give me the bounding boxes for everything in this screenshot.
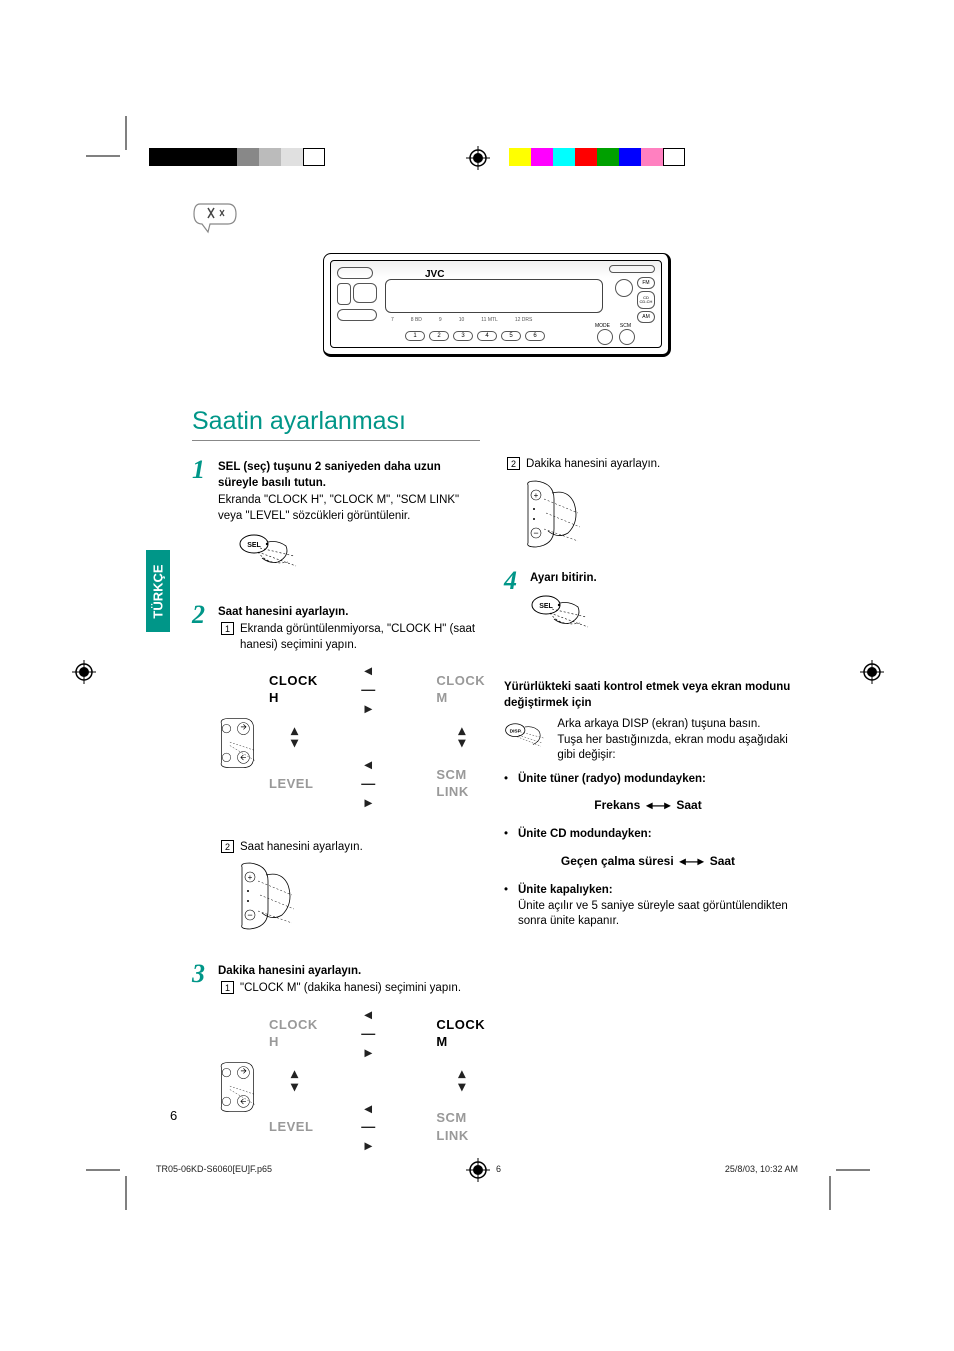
device-top-left-btn bbox=[337, 267, 373, 279]
step-number: 2 bbox=[192, 602, 218, 951]
device-preset-row: 1 2 3 4 5 6 bbox=[405, 331, 545, 341]
language-tab: TÜRKÇE bbox=[146, 550, 170, 632]
registration-mark-top bbox=[466, 146, 490, 170]
crop-mark-br bbox=[818, 1158, 870, 1210]
step-1: 1 SEL (seç) tuşunu 2 saniyeden daha uzun… bbox=[192, 457, 480, 592]
step-3: 3 Dakika hanesini ayarlayın. 1 "CLOCK M"… bbox=[192, 961, 480, 1170]
device-scm-knob bbox=[619, 329, 635, 345]
plusminus-icon: +− bbox=[524, 479, 792, 555]
device-fm-btn: FM bbox=[637, 277, 655, 289]
device-mode-label: MODE bbox=[595, 323, 610, 329]
substep-number: 1 bbox=[221, 622, 234, 635]
footer-file: TR05-06KD-S6060[EU]F.p65 bbox=[156, 1164, 272, 1174]
car-stereo-illustration: JVC 78 BD91011 MTL12 DRS 1 2 3 4 5 6 FM … bbox=[323, 253, 671, 357]
device-mode-knob bbox=[597, 329, 613, 345]
printer-color-bar-gray bbox=[149, 148, 325, 166]
nav-diagram-1: CLOCK H◂—▸CLOCK M ▴▾▴▾ LEVEL◂—▸SCM LINK bbox=[269, 661, 487, 812]
device-left-btn bbox=[353, 283, 377, 303]
check-heading: Yürürlükteki saati kontrol etmek veya ek… bbox=[504, 680, 792, 711]
disp-text-1: Arka arkaya DISP (ekran) tuşuna basın. bbox=[557, 717, 792, 733]
device-screen bbox=[385, 279, 603, 313]
svg-text:SEL: SEL bbox=[247, 542, 261, 549]
step-head: SEL (seç) tuşunu 2 saniyeden daha uzun s… bbox=[218, 460, 480, 491]
mode-line-1: Frekans◂—▸Saat bbox=[504, 797, 792, 813]
substep-number: 1 bbox=[221, 981, 234, 994]
dpad-icon bbox=[218, 1056, 257, 1118]
device-am-btn: AM bbox=[637, 311, 655, 323]
page-content: JVC 78 BD91011 MTL12 DRS 1 2 3 4 5 6 FM … bbox=[192, 200, 802, 1179]
disp-button-icon: DISP bbox=[504, 717, 547, 753]
substep-text: "CLOCK M" (dakika hanesi) seçimini yapın… bbox=[240, 981, 461, 997]
disp-row: DISP Arka arkaya DISP (ekran) tuşuna bas… bbox=[504, 717, 792, 764]
svg-text:SEL: SEL bbox=[539, 603, 553, 610]
step-4: 4 Ayarı bitirin. SEL bbox=[504, 568, 792, 652]
bullet-3-head: Ünite kapalıyken: bbox=[518, 883, 613, 899]
step-number: 1 bbox=[192, 457, 218, 592]
plusminus-icon: +− bbox=[238, 861, 487, 937]
device-cd-btn: CDCD-CH bbox=[637, 291, 655, 309]
step-body: Ekranda "CLOCK H", "CLOCK M", "SCM LINK"… bbox=[218, 493, 480, 524]
printer-color-bar-cmyk bbox=[509, 148, 685, 166]
bullet-1-head: Ünite tüner (radyo) modundayken: bbox=[518, 772, 706, 788]
step-number: 4 bbox=[504, 568, 530, 652]
svg-text:+: + bbox=[248, 873, 253, 882]
device-knob-right bbox=[615, 279, 633, 297]
dpad-icon bbox=[218, 712, 257, 774]
substep-text: Saat hanesini ayarlayın. bbox=[240, 840, 363, 856]
disp-text-2: Tuşa her bastığınızda, ekran modu aşağıd… bbox=[557, 733, 792, 764]
language-tab-label: TÜRKÇE bbox=[151, 564, 166, 618]
substep-number: 2 bbox=[507, 457, 520, 470]
footer: TR05-06KD-S6060[EU]F.p65 6 25/8/03, 10:3… bbox=[156, 1164, 798, 1174]
step-head: Saat hanesini ayarlayın. bbox=[218, 605, 487, 621]
right-column: 2 Dakika hanesini ayarlayın. +− 4 Ayarı … bbox=[504, 457, 792, 1179]
speech-balloon-icon bbox=[192, 200, 802, 241]
svg-text:−: − bbox=[247, 910, 252, 920]
sel-button-icon: SEL bbox=[530, 593, 792, 639]
device-bottom-left-btn bbox=[337, 309, 377, 321]
substep-number: 2 bbox=[221, 840, 234, 853]
bullet-2-head: Ünite CD modundayken: bbox=[518, 827, 652, 843]
device-slot bbox=[609, 265, 655, 273]
device-scale-labels: 78 BD91011 MTL12 DRS bbox=[391, 317, 532, 323]
svg-text:−: − bbox=[533, 528, 538, 538]
mode-line-2: Geçen çalma süresi◂—▸Saat bbox=[504, 853, 792, 869]
device-dpad bbox=[337, 283, 351, 305]
step-head: Dakika hanesini ayarlayın. bbox=[218, 964, 487, 980]
sel-button-icon: SEL bbox=[238, 532, 480, 578]
registration-mark-right bbox=[860, 660, 884, 684]
svg-text:DISP: DISP bbox=[510, 729, 522, 735]
nav-diagram-2: CLOCK H◂—▸CLOCK M ▴▾▴▾ LEVEL◂—▸SCM LINK bbox=[269, 1005, 487, 1156]
substep-text: Ekranda görüntülenmiyorsa, "CLOCK H" (sa… bbox=[240, 622, 487, 653]
left-column: 1 SEL (seç) tuşunu 2 saniyeden daha uzun… bbox=[192, 457, 480, 1179]
step-head: Ayarı bitirin. bbox=[530, 571, 792, 587]
page-number: 6 bbox=[170, 1108, 177, 1123]
footer-date: 25/8/03, 10:32 AM bbox=[725, 1164, 798, 1174]
bullet-3-body: Ünite açılır ve 5 saniye süreyle saat gö… bbox=[518, 899, 792, 930]
svg-text:+: + bbox=[534, 491, 539, 500]
footer-page: 6 bbox=[496, 1164, 501, 1174]
crop-mark-bl bbox=[86, 1158, 138, 1210]
step-2: 2 Saat hanesini ayarlayın. 1 Ekranda gör… bbox=[192, 602, 480, 951]
step-number: 3 bbox=[192, 961, 218, 1170]
registration-mark-left bbox=[72, 660, 96, 684]
substep-text: Dakika hanesini ayarlayın. bbox=[526, 457, 660, 473]
crop-mark-tl bbox=[86, 116, 138, 168]
section-title: Saatin ayarlanması bbox=[192, 407, 480, 441]
